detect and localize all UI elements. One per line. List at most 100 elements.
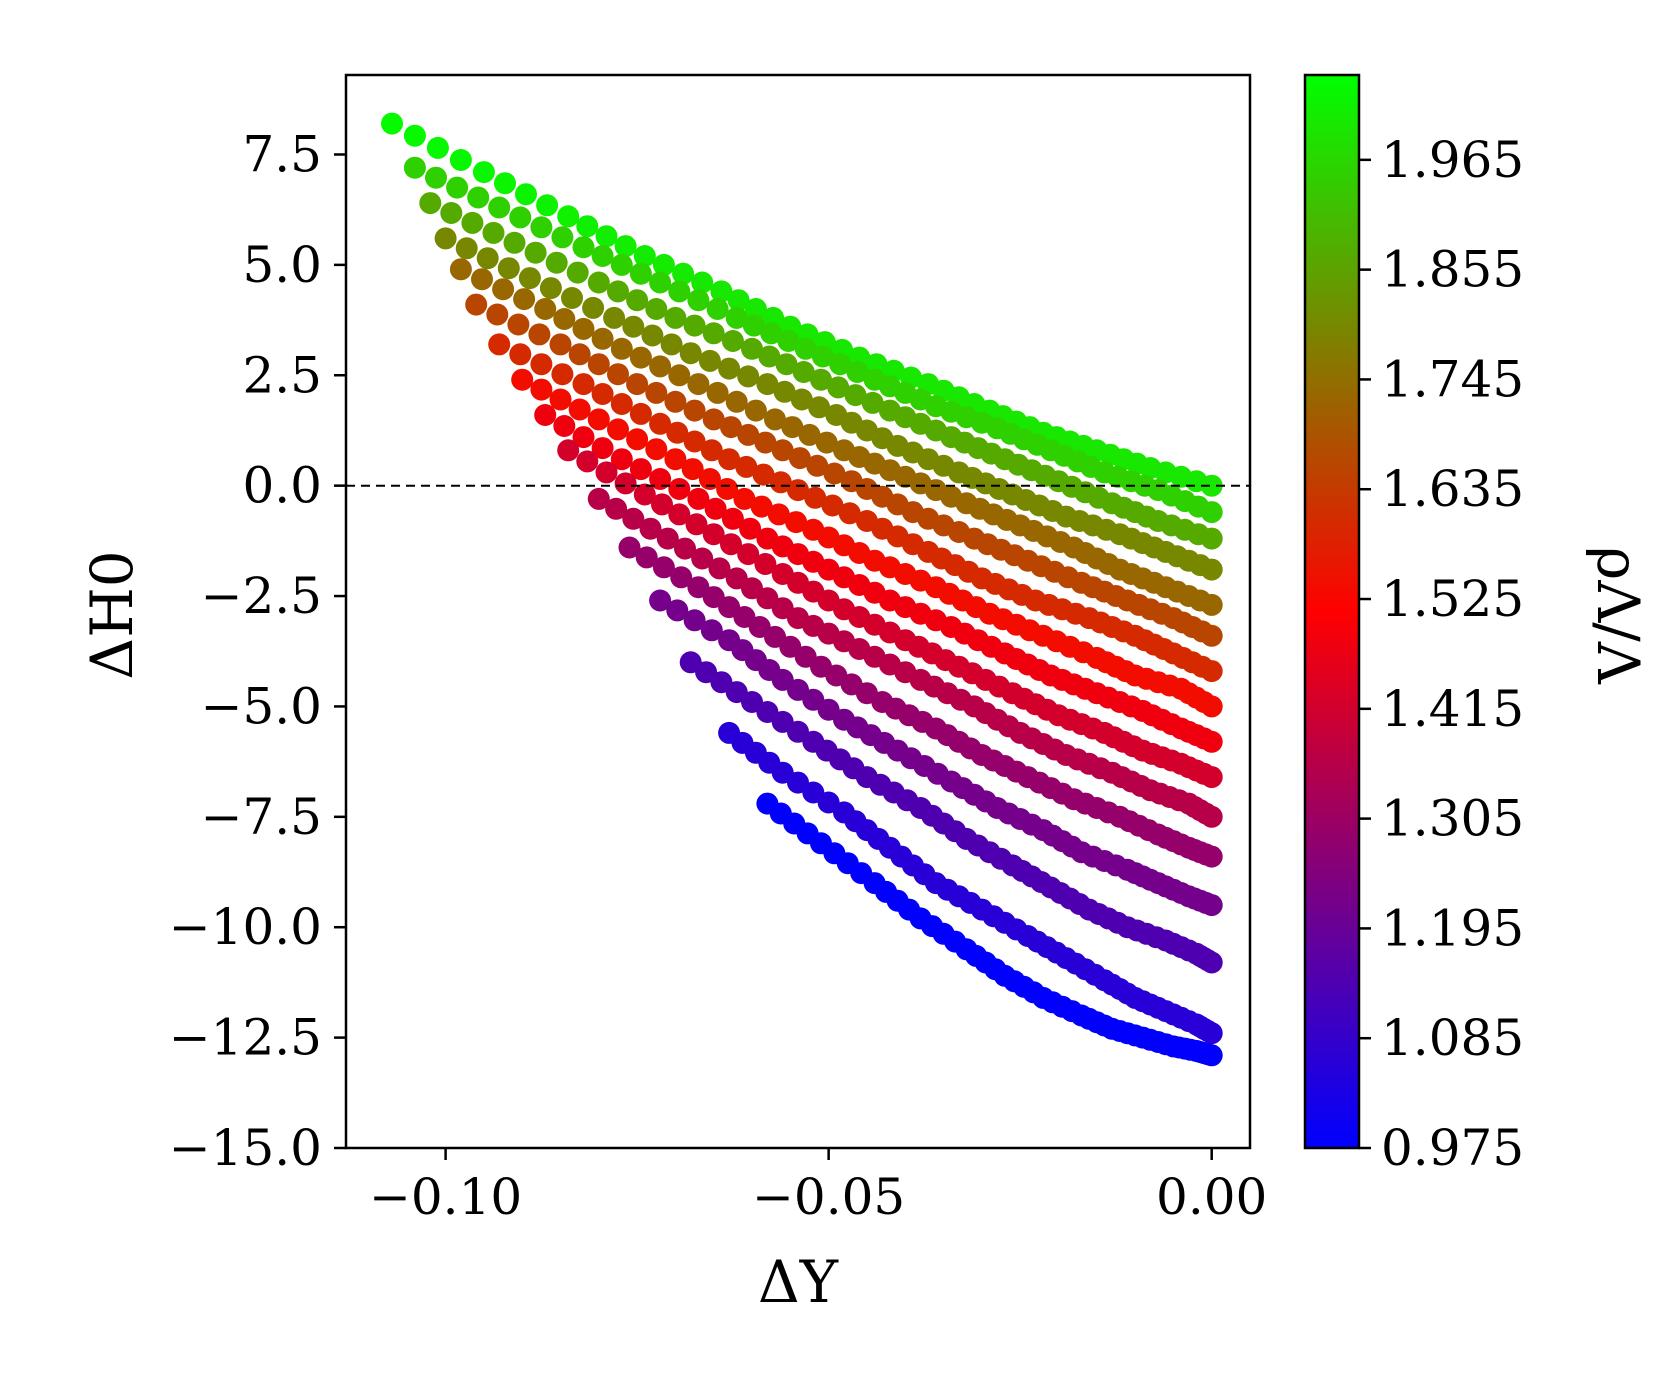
scatter-point <box>629 402 652 425</box>
scatter-point <box>530 216 553 239</box>
scatter-point <box>622 507 645 530</box>
scatter-point <box>773 380 796 403</box>
scatter-point <box>750 495 773 518</box>
scatter-point <box>511 368 534 391</box>
scatter-point <box>639 517 662 540</box>
scatter-point <box>607 280 629 303</box>
scatter-point <box>1200 894 1223 917</box>
scatter-point <box>449 258 472 281</box>
scatter-point <box>553 415 576 437</box>
scatter-point <box>381 112 403 135</box>
scatter-point <box>668 280 691 303</box>
scatter-point <box>810 368 832 391</box>
scatter-point <box>488 333 511 356</box>
scatter-point <box>403 124 426 147</box>
scatter-point <box>823 462 846 485</box>
scatter-point <box>626 373 649 396</box>
scatter-point <box>846 361 869 383</box>
x-tick-label: −0.10 <box>369 1168 522 1226</box>
scatter-point <box>545 251 568 274</box>
colorbar-ticks: 0.975 1.085 1.195 1.305 1.415 1.525 1.635 1.745… <box>1359 131 1524 1177</box>
scatter-point <box>557 205 580 228</box>
scatter-point <box>591 437 614 460</box>
scatter-point <box>649 412 672 435</box>
colorbar-tick-label: 1.525 <box>1381 570 1524 628</box>
scatter-point <box>804 486 827 509</box>
scatter-point <box>486 303 509 326</box>
scatter-point <box>702 322 725 345</box>
scatter-point <box>788 447 811 470</box>
colorbar-tick-label: 1.195 <box>1381 899 1524 957</box>
scatter-point <box>687 373 710 396</box>
scatter-point <box>626 289 649 312</box>
scatter-point <box>781 416 804 439</box>
scatter-point <box>672 262 695 285</box>
scatter-point <box>534 298 557 320</box>
scatter-point <box>760 322 783 345</box>
colorbar-tick-label: 0.975 <box>1381 1119 1524 1177</box>
scatter-point <box>1200 558 1223 581</box>
scatter-point <box>1200 501 1223 524</box>
colorbar <box>1303 73 1361 1150</box>
scatter-point <box>771 439 794 462</box>
scatter-point <box>618 536 641 559</box>
scatter-point <box>607 418 629 441</box>
scatter-point <box>582 296 605 319</box>
scatter-point <box>568 398 591 421</box>
x-axis-ticks: −0.10 −0.05 0.00 <box>369 1148 1267 1226</box>
scatter-point <box>806 454 829 477</box>
scatter-point <box>576 450 599 473</box>
scatter-point <box>1200 593 1223 616</box>
scatter-point <box>683 399 706 422</box>
scatter-point <box>629 458 652 481</box>
y-tick-label: 0.0 <box>242 457 322 515</box>
scatter-point <box>635 546 658 569</box>
y-tick-label: 2.5 <box>242 346 322 404</box>
scatter-point <box>633 483 656 506</box>
scatter-point <box>434 227 457 250</box>
scatter-point <box>702 523 725 546</box>
scatter-point <box>649 468 672 490</box>
scatter-point <box>679 342 702 365</box>
scatter-point <box>754 553 777 575</box>
scatter-point <box>718 357 741 380</box>
scatter-point <box>610 337 633 360</box>
scatter-point <box>603 306 626 329</box>
scatter-point <box>829 353 852 376</box>
scatter-point <box>844 384 867 407</box>
scatter-point <box>777 330 800 352</box>
scatter-point <box>687 289 710 312</box>
scatter-point <box>764 408 786 431</box>
scatter-point <box>539 277 562 300</box>
scatter-point <box>461 211 484 234</box>
scatter-point <box>645 438 668 461</box>
scatter-point <box>605 497 628 520</box>
scatter-point <box>425 166 447 189</box>
scatter-point <box>641 324 664 347</box>
y-tick-label: −5.0 <box>201 677 322 735</box>
scatter-point <box>737 423 760 446</box>
scatter-point <box>536 194 559 217</box>
scatter-point <box>494 172 516 195</box>
scatter-point <box>720 416 742 439</box>
scatter-point <box>572 373 595 396</box>
scatter-point <box>1200 695 1223 718</box>
scatter-point <box>649 271 672 294</box>
scatter-point <box>568 343 591 366</box>
scatter-point <box>792 361 815 383</box>
scatter-point <box>1200 805 1223 828</box>
scatter-point <box>530 353 553 376</box>
scatter-point <box>754 431 777 454</box>
scatter-point <box>587 487 610 510</box>
scatter-point <box>758 345 781 368</box>
scatter-point <box>449 149 472 171</box>
scatter-point <box>664 390 687 413</box>
scatter-point <box>591 383 614 405</box>
scatter-point <box>811 345 834 368</box>
scatter-point <box>610 253 633 276</box>
scatter-point <box>482 221 505 244</box>
scatter-point <box>769 471 792 494</box>
scatter-point <box>591 327 614 350</box>
scatter-point <box>507 313 530 336</box>
scatter-point <box>739 517 762 540</box>
